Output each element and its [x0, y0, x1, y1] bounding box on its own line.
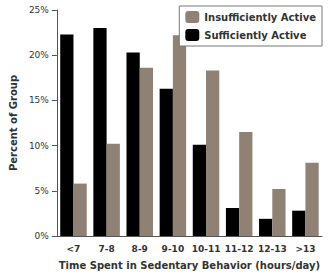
- svg-text:9-10: 9-10: [162, 244, 185, 254]
- svg-text:10-11: 10-11: [192, 244, 221, 254]
- svg-text:8-9: 8-9: [132, 244, 148, 254]
- svg-text:12-13: 12-13: [258, 244, 287, 254]
- svg-text:0%: 0%: [35, 231, 50, 241]
- svg-text:5%: 5%: [35, 186, 50, 196]
- svg-text:<7: <7: [67, 244, 81, 254]
- svg-text:10%: 10%: [29, 141, 49, 151]
- svg-text:7-8: 7-8: [98, 244, 114, 254]
- svg-text:25%: 25%: [29, 5, 49, 15]
- svg-text:Sufficiently Active: Sufficiently Active: [204, 30, 306, 41]
- svg-text:20%: 20%: [29, 50, 49, 60]
- svg-text:Percent of Group: Percent of Group: [8, 75, 19, 171]
- svg-text:>13: >13: [295, 244, 315, 254]
- svg-text:11-12: 11-12: [225, 244, 254, 254]
- svg-text:15%: 15%: [29, 95, 49, 105]
- svg-text:Time Spent in Sedentary Behavi: Time Spent in Sedentary Behavior (hours/…: [59, 260, 320, 271]
- svg-text:Insufficiently Active: Insufficiently Active: [204, 12, 316, 23]
